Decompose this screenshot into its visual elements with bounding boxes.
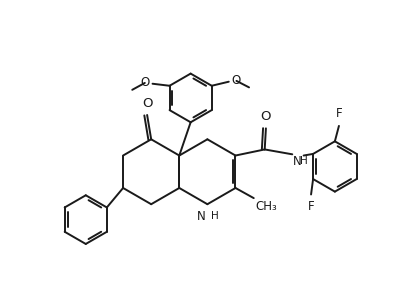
Text: O: O: [142, 97, 152, 110]
Text: O: O: [140, 76, 150, 89]
Text: N: N: [293, 155, 302, 168]
Text: O: O: [231, 74, 240, 87]
Text: CH₃: CH₃: [255, 200, 277, 213]
Text: O: O: [261, 111, 271, 123]
Text: N: N: [197, 210, 205, 223]
Text: H: H: [211, 211, 219, 221]
Text: H: H: [300, 156, 308, 166]
Text: F: F: [336, 107, 342, 120]
Text: F: F: [308, 200, 315, 213]
